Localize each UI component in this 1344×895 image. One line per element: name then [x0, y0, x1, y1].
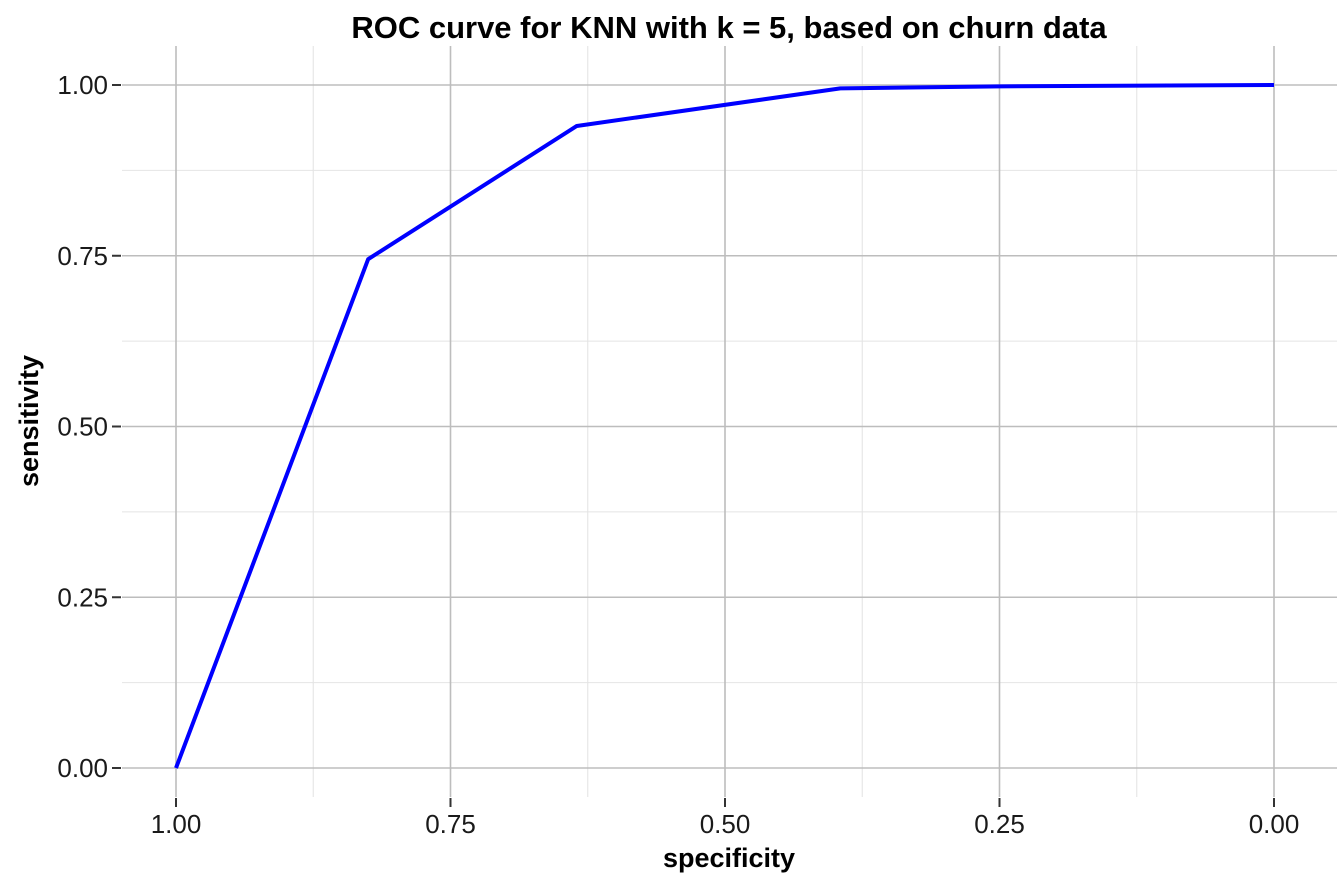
chart-title: ROC curve for KNN with k = 5, based on c… — [351, 10, 1107, 45]
y-axis-tick-labels: 0.00 0.25 0.50 0.75 1.00 — [57, 70, 108, 783]
x-tick-label: 0.50 — [700, 809, 751, 839]
x-axis-tick-labels: 1.00 0.75 0.50 0.25 0.00 — [151, 809, 1300, 839]
roc-curve-line — [174, 83, 1275, 769]
y-tick-label: 0.25 — [57, 582, 108, 612]
x-tick-label: 1.00 — [151, 809, 202, 839]
y-axis-title: sensitivity — [14, 355, 44, 487]
y-tick-label: 0.75 — [57, 241, 108, 271]
y-tick-label: 1.00 — [57, 70, 108, 100]
major-gridlines — [122, 46, 1337, 797]
x-axis-title: specificity — [663, 843, 795, 873]
y-tick-label: 0.00 — [57, 753, 108, 783]
x-tick-label: 0.00 — [1249, 809, 1300, 839]
minor-gridlines — [122, 46, 1337, 797]
x-tick-label: 0.25 — [974, 809, 1025, 839]
axis-ticks — [112, 84, 1275, 807]
y-tick-label: 0.50 — [57, 412, 108, 442]
x-tick-label: 0.75 — [425, 809, 476, 839]
